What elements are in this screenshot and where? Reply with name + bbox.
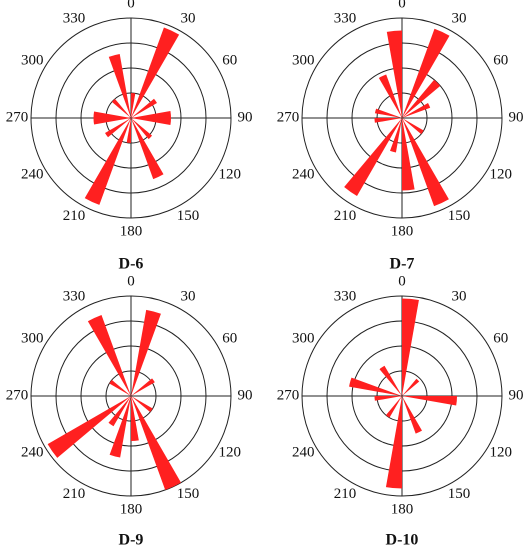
- angle-label: 270: [277, 109, 300, 125]
- petal: [131, 27, 180, 119]
- petal: [402, 298, 419, 396]
- angle-label: 60: [493, 330, 508, 346]
- petal: [93, 111, 131, 118]
- petal: [390, 118, 402, 153]
- petal: [93, 118, 131, 125]
- angle-label: 300: [292, 330, 315, 346]
- petal: [131, 118, 171, 125]
- angle-label: 30: [452, 11, 467, 27]
- angle-label: 150: [448, 208, 471, 224]
- angle-label: 330: [334, 289, 357, 305]
- angle-label: 0: [398, 273, 406, 289]
- petal: [374, 118, 402, 123]
- petal: [402, 118, 449, 207]
- petal: [109, 379, 131, 396]
- chart-title: D-7: [390, 256, 415, 273]
- petal: [131, 111, 171, 118]
- angle-label: 30: [181, 289, 196, 305]
- angle-label: 180: [391, 501, 414, 517]
- angle-label: 210: [334, 486, 357, 502]
- petal: [385, 396, 402, 489]
- angle-label: 120: [489, 166, 512, 182]
- angle-label: 60: [493, 52, 508, 68]
- angle-label: 30: [452, 289, 467, 305]
- angle-label: 240: [21, 166, 44, 182]
- petal: [131, 98, 157, 118]
- angle-label: 150: [448, 486, 471, 502]
- petal: [402, 378, 420, 396]
- petal: [131, 396, 139, 441]
- chart-title: D-10: [386, 532, 419, 549]
- petal: [131, 118, 153, 140]
- petal: [108, 53, 131, 118]
- angle-label: 90: [509, 109, 524, 125]
- petal: [87, 314, 131, 396]
- petal: [111, 98, 131, 118]
- angle-label: 90: [509, 387, 524, 403]
- angle-label: 330: [63, 289, 86, 305]
- petal: [349, 377, 402, 396]
- petal: [131, 378, 155, 396]
- angle-label: 180: [120, 501, 143, 517]
- angle-label: 270: [6, 387, 29, 403]
- petal: [131, 118, 164, 180]
- angle-label: 270: [277, 387, 300, 403]
- angle-label: 300: [21, 330, 44, 346]
- petal: [105, 118, 131, 138]
- petal: [126, 118, 131, 143]
- chart-title: D-9: [119, 532, 144, 549]
- angle-label: 120: [218, 166, 241, 182]
- petal: [402, 79, 441, 118]
- petal: [402, 396, 457, 406]
- angle-label: 180: [391, 223, 414, 239]
- angle-label: 90: [238, 387, 253, 403]
- angle-label: 0: [127, 0, 135, 11]
- petal: [131, 396, 153, 413]
- angle-label: 60: [222, 52, 237, 68]
- angle-label: 330: [334, 11, 357, 27]
- petal: [379, 365, 402, 396]
- angle-label: 90: [238, 109, 253, 125]
- petal: [109, 396, 131, 458]
- angle-label: 0: [398, 0, 406, 11]
- petal: [402, 103, 431, 118]
- petal: [374, 396, 402, 401]
- petal: [131, 309, 161, 396]
- petal: [108, 396, 131, 427]
- angle-label: 330: [63, 11, 86, 27]
- angle-label: 0: [127, 273, 135, 289]
- angle-label: 270: [6, 109, 29, 125]
- petal: [402, 28, 450, 118]
- angle-label: 150: [177, 208, 200, 224]
- angle-label: 120: [218, 444, 241, 460]
- angle-label: 120: [489, 444, 512, 460]
- petal: [386, 30, 402, 118]
- petal: [402, 396, 422, 434]
- angle-label: 210: [63, 208, 86, 224]
- angle-label: 240: [292, 166, 315, 182]
- petal: [131, 93, 136, 118]
- angle-label: 180: [120, 223, 143, 239]
- angle-label: 300: [292, 52, 315, 68]
- angle-label: 150: [177, 486, 200, 502]
- chart-title: D-6: [119, 256, 144, 273]
- angle-label: 60: [222, 330, 237, 346]
- angle-label: 240: [292, 444, 315, 460]
- petal: [84, 118, 131, 205]
- petal: [385, 396, 402, 418]
- angle-label: 210: [63, 486, 86, 502]
- petal: [378, 74, 402, 118]
- petal: [374, 108, 402, 118]
- petal: [344, 118, 402, 196]
- angle-label: 240: [21, 444, 44, 460]
- angle-label: 210: [334, 208, 357, 224]
- angle-label: 30: [181, 11, 196, 27]
- petal: [47, 396, 132, 458]
- petal: [131, 396, 181, 490]
- angle-label: 300: [21, 52, 44, 68]
- petal: [402, 118, 415, 191]
- petal: [402, 118, 424, 135]
